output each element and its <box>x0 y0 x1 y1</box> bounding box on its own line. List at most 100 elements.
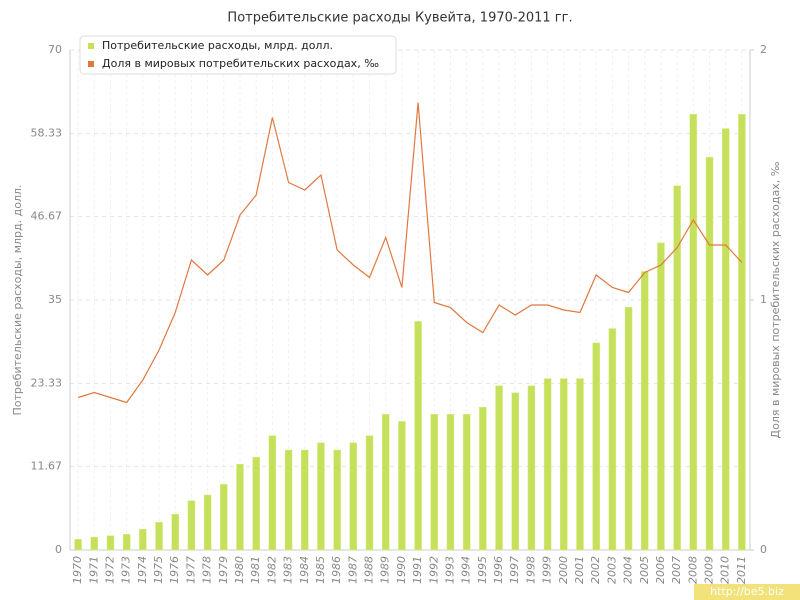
x-tick-label: 1981 <box>249 556 262 584</box>
bar <box>721 128 730 551</box>
bar <box>657 242 665 551</box>
bar <box>155 521 163 551</box>
x-tick-label: 1973 <box>120 556 133 584</box>
bar <box>236 464 244 551</box>
watermark: http://be5.biz <box>710 585 784 598</box>
legend-swatch <box>88 43 94 49</box>
bar <box>252 456 260 551</box>
y-tick-label: 23.33 <box>31 376 63 389</box>
bar <box>187 500 196 551</box>
bar <box>624 306 633 551</box>
y-tick-label: 46.67 <box>31 210 63 223</box>
bar <box>689 114 698 551</box>
bar <box>317 442 325 551</box>
bar <box>365 435 374 551</box>
bar <box>122 534 131 551</box>
bar <box>284 449 293 551</box>
bar <box>446 414 455 551</box>
x-tick-label: 2001 <box>573 556 586 584</box>
x-tick-label: 1975 <box>152 556 165 584</box>
y-axis-title: Потребительские расходы, млрд. долл. <box>11 185 24 416</box>
legend: Потребительские расходы, млрд. долл. Доля… <box>79 35 397 75</box>
bar <box>462 414 471 551</box>
bar <box>90 536 99 551</box>
x-tick-label: 1990 <box>395 556 408 584</box>
x-tick-label: 1983 <box>282 556 295 584</box>
bar <box>74 539 82 551</box>
x-tick-label: 2007 <box>670 556 683 584</box>
watermark-bg <box>694 584 800 600</box>
bar <box>349 442 358 551</box>
bar <box>641 271 649 551</box>
x-tick-label: 1998 <box>524 556 537 584</box>
bar <box>495 385 503 551</box>
x-tick-label: 2004 <box>622 556 635 584</box>
x-tick-label: 2008 <box>686 556 699 584</box>
x-tick-label: 1996 <box>492 556 505 584</box>
x-tick-label: 1978 <box>201 556 214 584</box>
x-tick-label: 1995 <box>476 556 489 584</box>
bar <box>592 342 600 551</box>
x-tick-label: 1980 <box>233 556 246 584</box>
bar <box>543 378 552 551</box>
bar <box>220 484 228 551</box>
x-tick-label: 1979 <box>217 556 230 584</box>
bar <box>560 378 568 551</box>
bar <box>479 406 487 551</box>
bar <box>705 156 714 551</box>
x-tick-label: 1984 <box>298 556 311 584</box>
bar <box>381 414 390 551</box>
bar <box>414 321 422 551</box>
bar <box>398 421 406 551</box>
line <box>77 102 743 404</box>
x-tick-label: 1992 <box>427 556 440 584</box>
x-tick-label: 1991 <box>411 556 424 584</box>
y-tick-label: 70 <box>48 43 62 56</box>
bar <box>738 114 746 551</box>
legend-swatch <box>88 61 94 67</box>
bar <box>673 185 681 551</box>
x-tick-label: 1985 <box>314 556 327 584</box>
x-tick-label: 1986 <box>330 556 343 584</box>
x-tick-label: 1982 <box>265 556 278 584</box>
x-tick-label: 1972 <box>103 556 116 584</box>
x-tick-label: 2010 <box>719 556 732 584</box>
bar <box>106 535 115 551</box>
x-tick-label: 2009 <box>703 556 716 584</box>
x-tick-label: 2002 <box>589 556 602 584</box>
bar <box>203 494 212 551</box>
x-tick-label: 1971 <box>87 556 100 584</box>
x-tick-label: 1987 <box>346 556 359 584</box>
bar <box>333 449 341 551</box>
x-tick-label: 1989 <box>379 556 392 584</box>
x-tick-label: 1976 <box>168 556 181 584</box>
chart-title: Потребительские расходы Кувейта, 1970-20… <box>227 11 572 26</box>
x-tick-label: 2005 <box>638 556 651 584</box>
y2-axis-title: Доля в мировых потребительских расходах,… <box>769 161 782 438</box>
bar <box>430 414 439 551</box>
bar <box>511 392 519 551</box>
y-tick-label: 0 <box>55 543 62 556</box>
y-tick-label: 35 <box>48 293 62 306</box>
x-tick-label: 1997 <box>508 556 521 584</box>
y2-tick-label: 0 <box>760 543 767 556</box>
bar <box>268 435 277 551</box>
legend-label: Потребительские расходы, млрд. долл. <box>102 39 333 52</box>
bar <box>171 514 179 551</box>
x-tick-label: 1999 <box>541 556 554 584</box>
x-tick-label: 1994 <box>460 556 473 584</box>
bar <box>301 449 309 551</box>
bar <box>527 385 536 551</box>
x-tick-label: 2000 <box>557 556 570 584</box>
x-tick-label: 1988 <box>363 556 376 584</box>
x-tick-label: 1993 <box>443 556 456 584</box>
x-tick-label: 1977 <box>184 556 197 584</box>
legend-box <box>79 35 397 75</box>
x-tick-label: 1970 <box>71 556 84 584</box>
y-tick-label: 58.33 <box>31 126 63 139</box>
x-tick-label: 2003 <box>605 556 618 584</box>
y2-tick-label: 1 <box>760 293 767 306</box>
bar <box>576 378 584 551</box>
bar <box>608 328 617 551</box>
